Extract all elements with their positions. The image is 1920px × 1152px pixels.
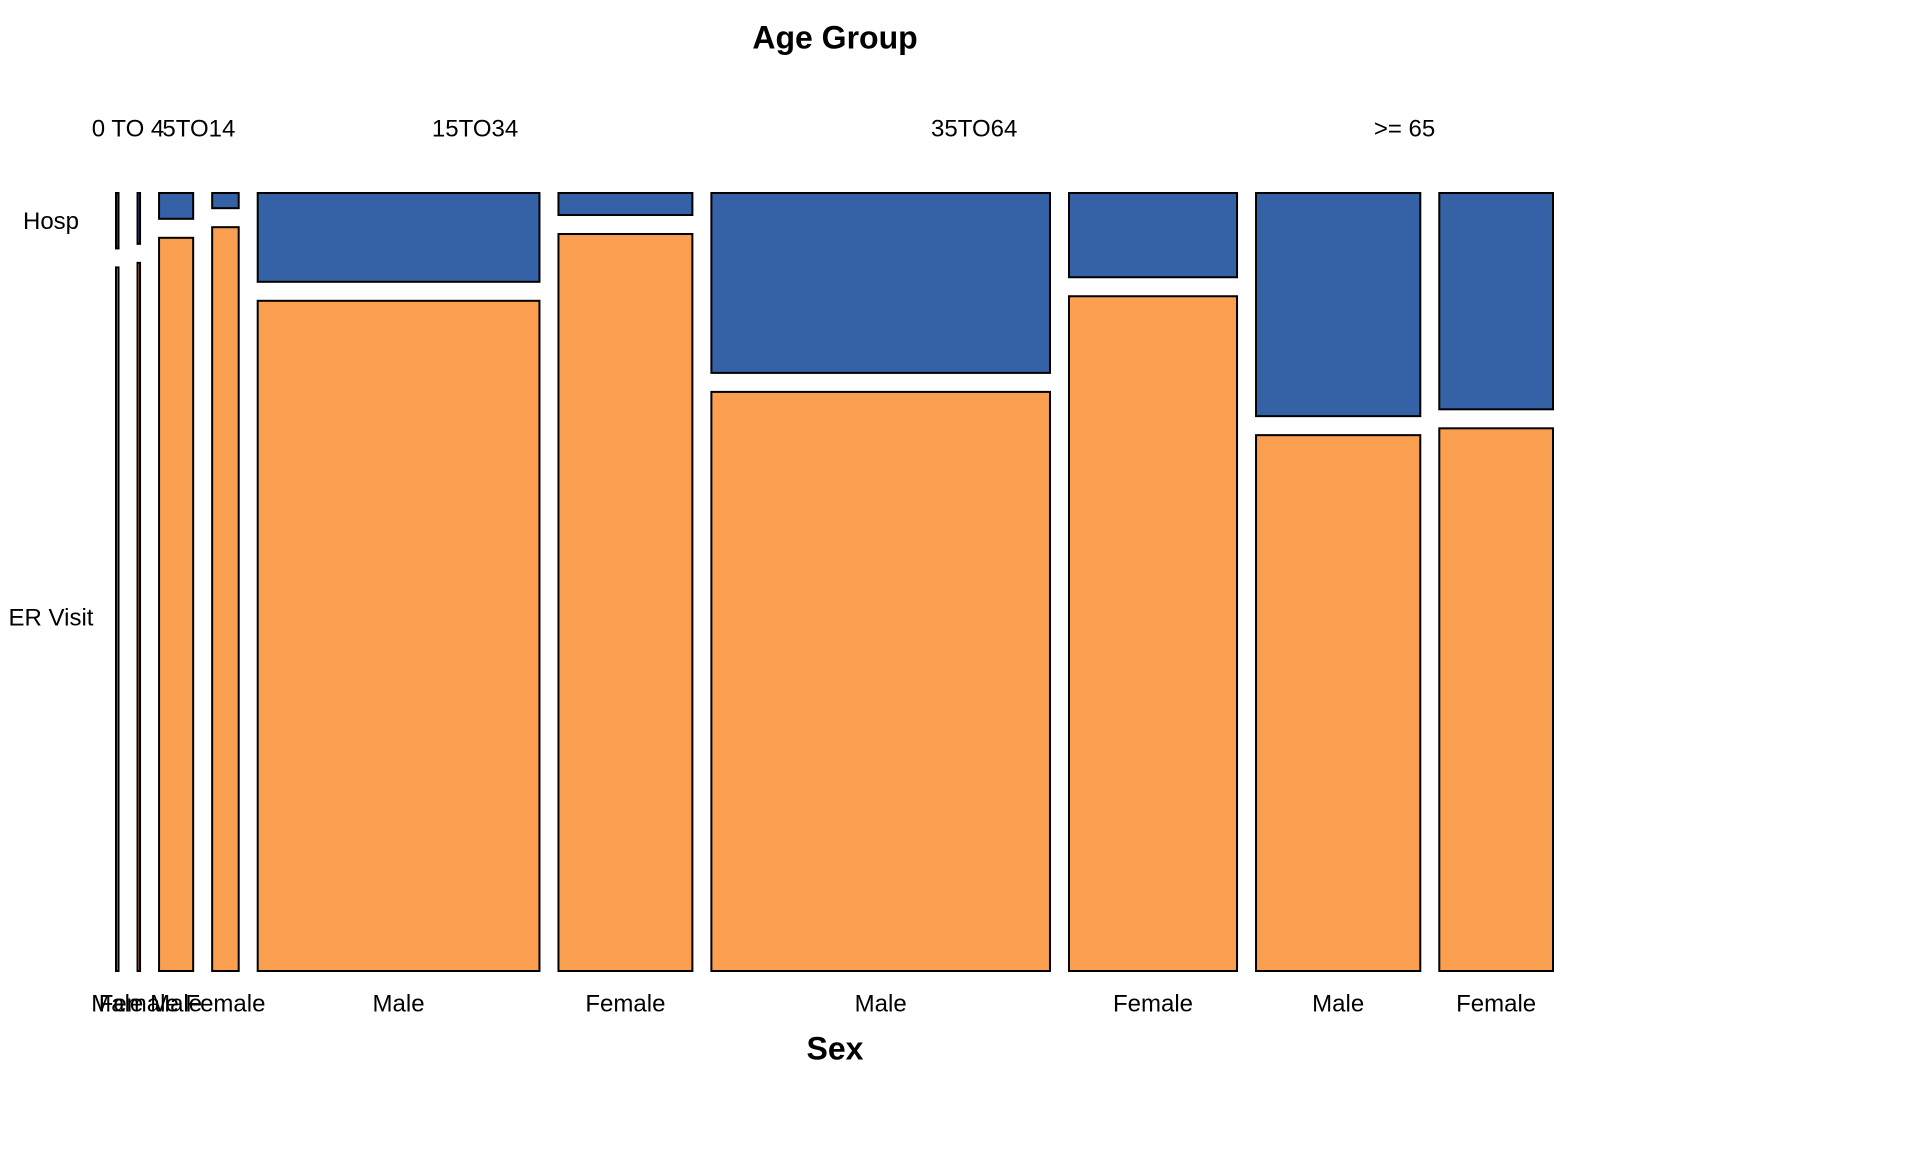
x-tick-label: Female — [99, 990, 179, 1017]
x-tick-label: Female — [1113, 990, 1193, 1017]
group-label: >= 65 — [1374, 115, 1435, 142]
x-tick-label: Female — [185, 990, 265, 1017]
chart-title: Age Group — [752, 19, 917, 55]
x-tick-label: Male — [1312, 990, 1364, 1017]
er-tile — [136, 261, 142, 972]
er-tile — [1067, 295, 1239, 972]
er-tile — [158, 236, 195, 972]
er-tile — [710, 390, 1051, 972]
group-label: 0 TO 4 — [92, 115, 165, 142]
er-tile — [115, 266, 120, 973]
x-tick-label: Female — [585, 990, 665, 1017]
hosp-tile — [136, 192, 142, 245]
hosp-tile — [557, 192, 694, 217]
hosp-tile — [115, 192, 120, 250]
hosp-tile — [710, 192, 1051, 374]
group-label: 5TO14 — [162, 115, 235, 142]
group-label: 15TO34 — [432, 115, 518, 142]
er-tile — [557, 233, 694, 973]
hosp-tile — [1438, 192, 1555, 411]
er-tile — [1255, 434, 1422, 972]
x-tick-label: Male — [855, 990, 907, 1017]
hosp-tile — [256, 192, 541, 283]
x-tick-label: Male — [150, 990, 202, 1017]
er-tile — [211, 226, 240, 972]
legend-label: ER Visit — [9, 605, 94, 632]
er-tile — [1438, 427, 1555, 972]
hosp-tile — [1067, 192, 1239, 279]
x-tick-label: Female — [1456, 990, 1536, 1017]
group-label: 35TO64 — [931, 115, 1017, 142]
legend-label: Hosp — [23, 208, 79, 235]
hosp-tile — [158, 192, 195, 220]
x-tick-label: Male — [373, 990, 425, 1017]
x-tick-label: Male — [91, 990, 143, 1017]
x-axis-title: Sex — [807, 1030, 864, 1066]
er-tile — [256, 299, 541, 973]
hosp-tile — [211, 192, 240, 210]
hosp-tile — [1255, 192, 1422, 418]
